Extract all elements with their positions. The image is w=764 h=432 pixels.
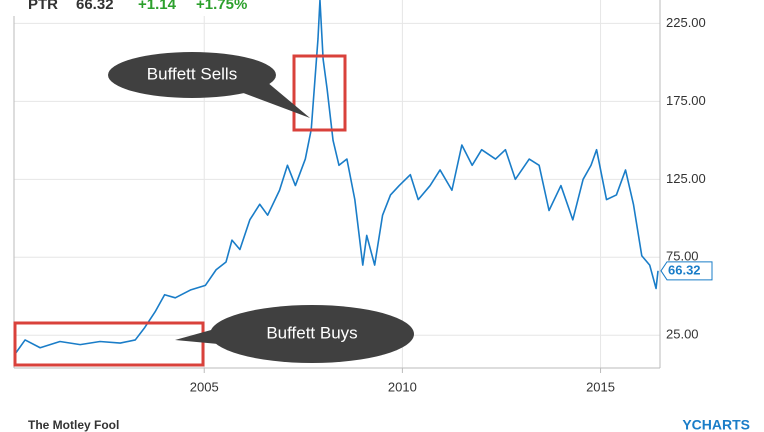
change: +1.14 — [138, 0, 177, 13]
x-tick-label: 2015 — [586, 379, 615, 394]
y-tick-label: 175.00 — [666, 93, 706, 108]
y-tick-label: 25.00 — [666, 327, 699, 342]
last-value-flag — [660, 261, 713, 281]
buy-callout — [210, 305, 414, 363]
sell-label: Buffett Sells — [147, 64, 237, 83]
header-bg — [0, 0, 268, 16]
y-tick-label: 75.00 — [666, 249, 699, 264]
buy-box — [13, 321, 205, 367]
x-tick-label: 2010 — [388, 379, 417, 394]
footer-source: The Motley Fool — [28, 418, 119, 432]
sell-callout — [108, 52, 276, 98]
footer-brand: YCHARTS — [682, 417, 750, 432]
sell-box — [292, 54, 347, 132]
ticker: PTR — [28, 0, 58, 13]
price-line — [13, 0, 659, 356]
x-tick-label: 2005 — [190, 379, 219, 394]
buy-label: Buffett Buys — [266, 323, 357, 342]
y-tick-label: 125.00 — [666, 171, 706, 186]
change-pct: +1.75% — [196, 0, 247, 13]
y-tick-label: 225.00 — [666, 15, 706, 30]
price: 66.32 — [76, 0, 114, 13]
last-value-label: 66.32 — [668, 262, 701, 277]
plot — [13, 0, 660, 368]
